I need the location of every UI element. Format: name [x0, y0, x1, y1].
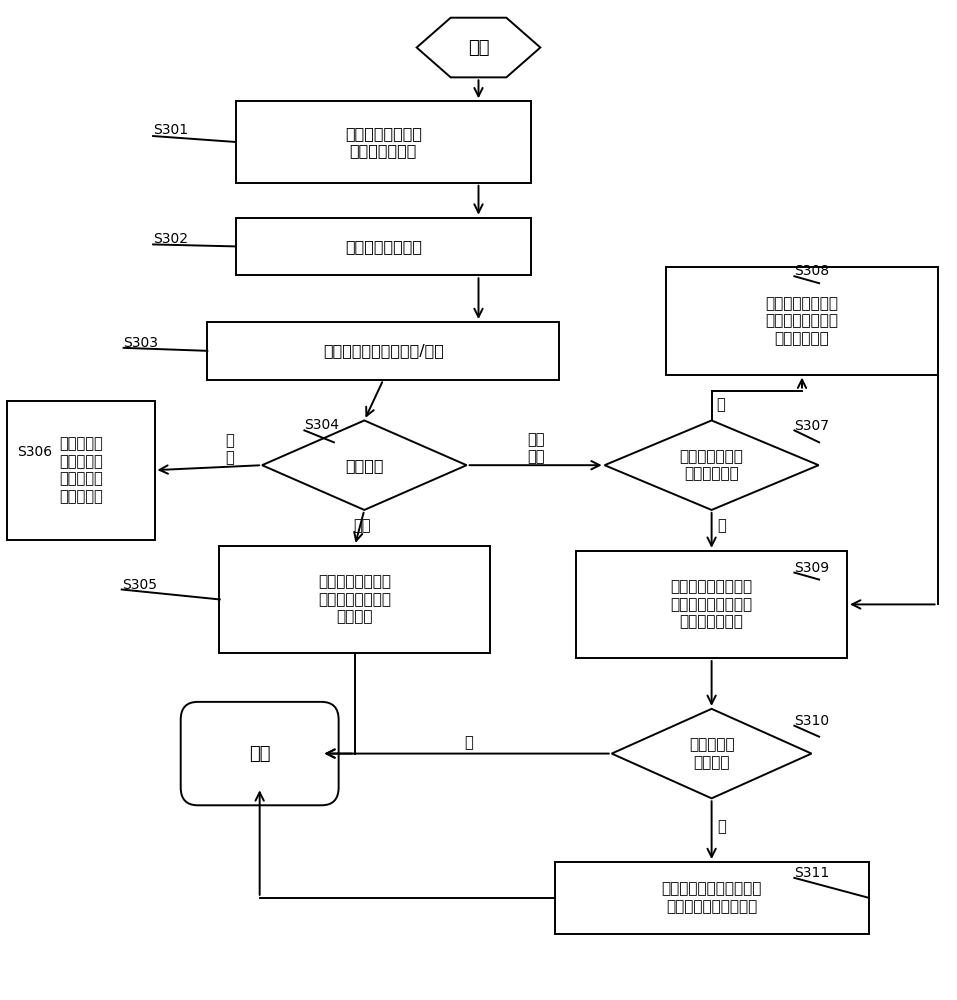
FancyBboxPatch shape: [666, 267, 938, 375]
FancyBboxPatch shape: [555, 862, 869, 934]
FancyBboxPatch shape: [235, 101, 531, 183]
Text: S311: S311: [794, 866, 830, 880]
Text: 上述分支节
点有分支: 上述分支节 点有分支: [689, 737, 734, 770]
Polygon shape: [262, 420, 467, 510]
Text: 将数据切换到上述
树干的树干保护路
径上传输: 将数据切换到上述 树干的树干保护路 径上传输: [319, 575, 391, 624]
Text: S302: S302: [153, 232, 189, 246]
FancyBboxPatch shape: [235, 218, 531, 275]
Text: 树干: 树干: [354, 518, 371, 533]
Text: S305: S305: [122, 578, 157, 592]
Text: 检测到故障，启动保护/恢复: 检测到故障，启动保护/恢复: [323, 343, 444, 358]
FancyBboxPatch shape: [7, 401, 154, 540]
Text: 将上述分支节点的分支改
挂到指定的分支节点上: 将上述分支节点的分支改 挂到指定的分支节点上: [661, 882, 762, 914]
Text: 将数据切换到上述
分支节点的节点保
护路径上传输: 将数据切换到上述 分支节点的节点保 护路径上传输: [766, 296, 838, 346]
Text: S308: S308: [794, 264, 830, 278]
Text: 生成节点保护路径: 生成节点保护路径: [345, 239, 422, 254]
Text: S304: S304: [304, 418, 340, 432]
Text: 生成树干保护路径
、分支保护路径: 生成树干保护路径 、分支保护路径: [345, 126, 422, 158]
Text: 分支
节点: 分支 节点: [527, 432, 545, 464]
Polygon shape: [416, 18, 541, 77]
Text: 结束: 结束: [249, 745, 271, 763]
FancyBboxPatch shape: [219, 546, 490, 653]
Polygon shape: [612, 709, 812, 798]
FancyBboxPatch shape: [576, 551, 847, 658]
Text: 计算并分配恢复路径
，将数据切换到上述
恢复路径上传输: 计算并分配恢复路径 ，将数据切换到上述 恢复路径上传输: [671, 580, 752, 629]
Text: 开始: 开始: [468, 39, 489, 57]
Text: 故障位置: 故障位置: [345, 458, 384, 473]
Text: S307: S307: [794, 419, 830, 433]
Text: 是: 是: [718, 819, 726, 834]
Text: 否: 否: [718, 518, 726, 533]
FancyBboxPatch shape: [181, 702, 339, 805]
Text: 否: 否: [464, 735, 474, 750]
Polygon shape: [605, 420, 818, 510]
Text: 是: 是: [717, 397, 725, 412]
Text: 分
支: 分 支: [225, 433, 234, 465]
Text: S301: S301: [153, 123, 189, 137]
Text: S306: S306: [17, 445, 53, 459]
Text: S303: S303: [123, 336, 159, 350]
Text: 将数据切换
到上述分支
的分支保护
路径上传输: 将数据切换 到上述分支 的分支保护 路径上传输: [59, 437, 102, 504]
Text: 上述分支节点有
节点保护路径: 上述分支节点有 节点保护路径: [679, 449, 744, 481]
Text: S310: S310: [794, 714, 830, 728]
Text: S309: S309: [794, 561, 830, 575]
FancyBboxPatch shape: [208, 322, 560, 380]
